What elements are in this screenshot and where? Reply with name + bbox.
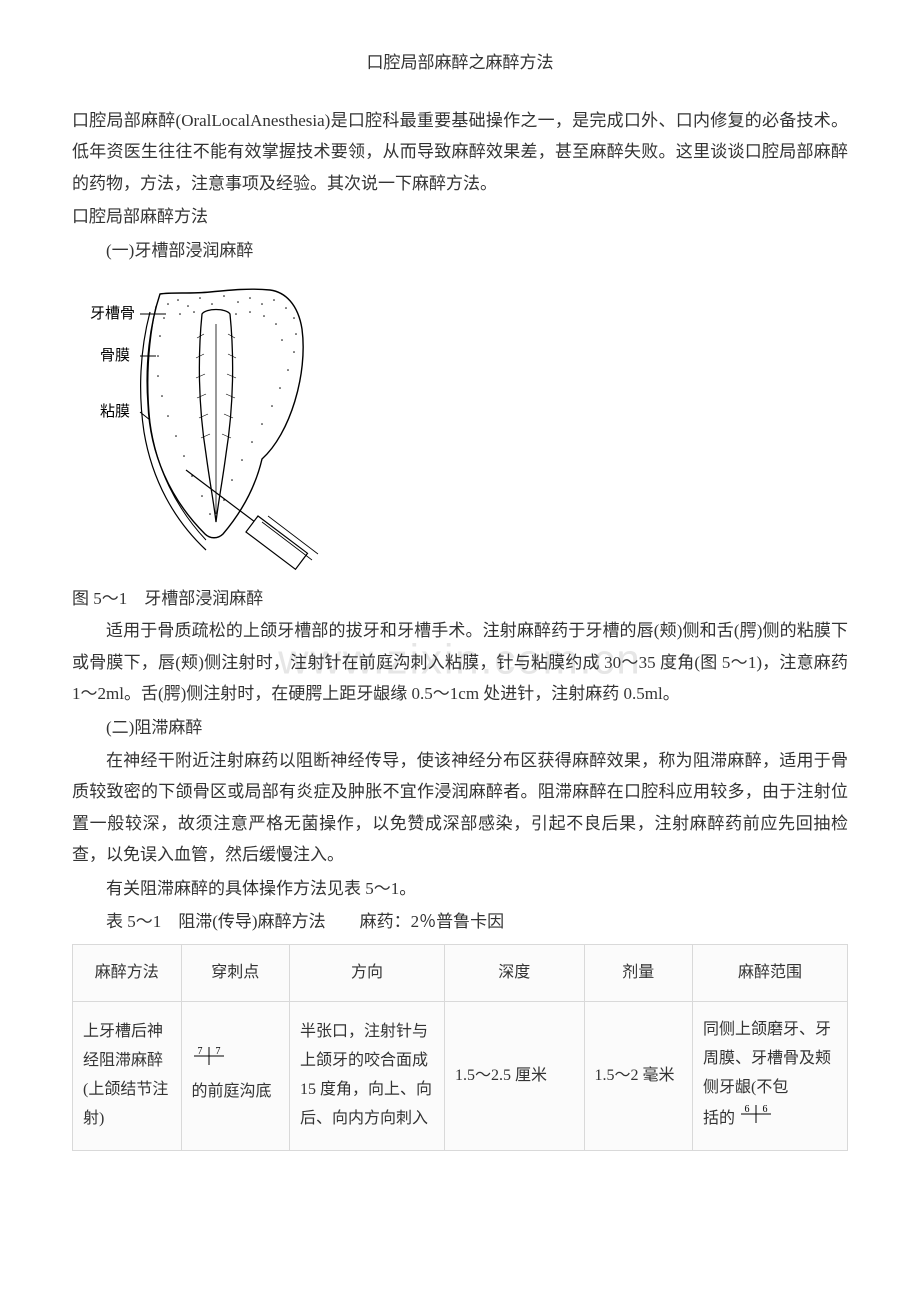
section-2-p1: 在神经干附近注射麻药以阻断神经传导，使该神经分布区获得麻醉效果，称为阻滞麻醉，适…: [72, 745, 848, 871]
svg-text:7: 7: [215, 1046, 220, 1057]
section-1-body: 适用于骨质疏松的上颌牙槽部的拔牙和牙槽手术。注射麻醉药于牙槽的唇(颊)侧和舌(腭…: [72, 615, 848, 709]
cell-point: 7 7 的前庭沟底: [181, 1002, 290, 1150]
anatomy-diagram-svg: 牙槽骨 骨膜 粘膜: [90, 284, 345, 574]
watermark-region: www.zixin.com.cn 适用于骨质疏松的上颌牙槽部的拔牙和牙槽手术。注…: [72, 615, 848, 709]
document-page: 口腔局部麻醉之麻醉方法 口腔局部麻醉(OralLocalAnesthesia)是…: [0, 0, 920, 1191]
label-periosteum: 骨膜: [100, 347, 130, 364]
label-mucosa: 粘膜: [100, 403, 130, 420]
label-alveolar-bone: 牙槽骨: [90, 305, 135, 322]
th-method: 麻醉方法: [73, 944, 182, 1002]
th-range: 麻醉范围: [693, 944, 848, 1002]
th-dose: 剂量: [584, 944, 693, 1002]
cell-dose: 1.5～2 毫米: [584, 1002, 693, 1150]
figure-caption: 图 5～1 牙槽部浸润麻醉: [72, 584, 848, 609]
table-row: 上牙槽后神经阻滞麻醉(上颌结节注射) 7 7 的前庭沟底 半张口，注射针与上颌牙…: [73, 1002, 848, 1150]
svg-text:7: 7: [197, 1046, 202, 1057]
methods-header: 口腔局部麻醉方法: [72, 201, 848, 232]
table-header-row: 麻醉方法 穿刺点 方向 深度 剂量 麻醉范围: [73, 944, 848, 1002]
tooth-notation-icon: 7 7: [192, 1045, 226, 1078]
page-title: 口腔局部麻醉之麻醉方法: [72, 48, 848, 73]
th-direction: 方向: [290, 944, 445, 1002]
section-1-heading: (一)牙槽部浸润麻醉: [72, 235, 848, 266]
th-depth: 深度: [445, 944, 585, 1002]
table-caption: 表 5～1 阻滞(传导)麻醉方法 麻药：2％普鲁卡因: [72, 906, 848, 937]
cell-range-suffix: 括的: [703, 1110, 735, 1127]
cell-point-text: 的前庭沟底: [192, 1083, 272, 1100]
svg-text:6: 6: [763, 1104, 768, 1115]
cell-method: 上牙槽后神经阻滞麻醉(上颌结节注射): [73, 1002, 182, 1150]
th-point: 穿刺点: [181, 944, 290, 1002]
cell-range-prefix: 同侧上颌磨牙、牙周膜、牙槽骨及颊侧牙龈(不包: [703, 1021, 831, 1096]
svg-text:6: 6: [745, 1104, 750, 1115]
section-2-heading: (二)阻滞麻醉: [72, 712, 848, 743]
cell-depth: 1.5～2.5 厘米: [445, 1002, 585, 1150]
cell-direction: 半张口，注射针与上颌牙的咬合面成 15 度角，向上、向后、向内方向刺入: [290, 1002, 445, 1150]
intro-paragraph: 口腔局部麻醉(OralLocalAnesthesia)是口腔科最重要基础操作之一…: [72, 105, 848, 199]
figure-5-1: 牙槽骨 骨膜 粘膜: [90, 284, 848, 574]
cell-range: 同侧上颌磨牙、牙周膜、牙槽骨及颊侧牙龈(不包 括的 6 6: [693, 1002, 848, 1150]
tooth-notation-icon: 6 6: [739, 1103, 773, 1136]
block-anesthesia-table: 麻醉方法 穿刺点 方向 深度 剂量 麻醉范围 上牙槽后神经阻滞麻醉(上颌结节注射…: [72, 944, 848, 1151]
section-2-p2: 有关阻滞麻醉的具体操作方法见表 5～1。: [72, 873, 848, 904]
